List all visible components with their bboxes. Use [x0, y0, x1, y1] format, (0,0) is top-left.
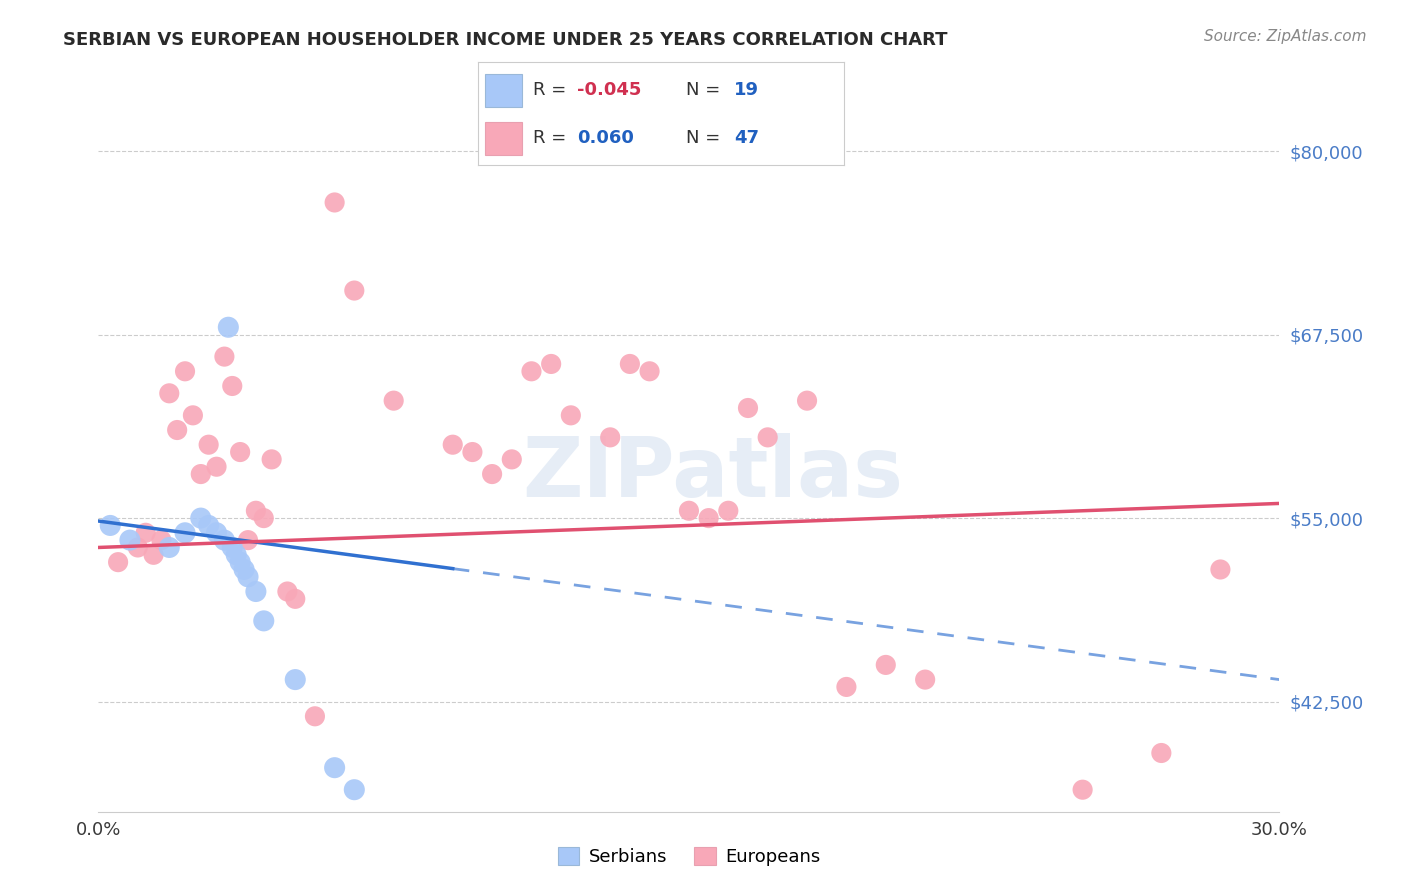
- Point: [166, 423, 188, 437]
- Point: [98, 518, 121, 533]
- FancyBboxPatch shape: [485, 122, 522, 155]
- Point: [135, 525, 157, 540]
- Point: [157, 386, 180, 401]
- Point: [214, 350, 236, 364]
- Point: [233, 562, 256, 576]
- Point: [1150, 746, 1173, 760]
- Text: 0.060: 0.060: [576, 129, 634, 147]
- Text: -0.045: -0.045: [576, 81, 641, 99]
- Point: [205, 525, 228, 540]
- Point: [107, 555, 129, 569]
- Point: [190, 511, 212, 525]
- Point: [229, 555, 252, 569]
- Point: [619, 357, 641, 371]
- Point: [304, 709, 326, 723]
- Point: [142, 548, 165, 562]
- Point: [245, 584, 267, 599]
- Point: [245, 504, 267, 518]
- Point: [197, 438, 219, 452]
- Point: [441, 438, 464, 452]
- Point: [796, 393, 818, 408]
- Point: [221, 379, 243, 393]
- Point: [253, 511, 276, 525]
- FancyBboxPatch shape: [485, 74, 522, 106]
- Text: N =: N =: [686, 129, 727, 147]
- Point: [756, 430, 779, 444]
- Point: [638, 364, 661, 378]
- Text: R =: R =: [533, 81, 572, 99]
- Point: [253, 614, 276, 628]
- Point: [197, 518, 219, 533]
- Point: [174, 364, 197, 378]
- Point: [205, 459, 228, 474]
- Point: [697, 511, 720, 525]
- Point: [501, 452, 523, 467]
- Point: [599, 430, 621, 444]
- Text: Source: ZipAtlas.com: Source: ZipAtlas.com: [1204, 29, 1367, 44]
- Point: [343, 782, 366, 797]
- Point: [717, 504, 740, 518]
- Point: [217, 320, 239, 334]
- Point: [157, 541, 180, 555]
- Point: [221, 541, 243, 555]
- Point: [520, 364, 543, 378]
- Text: 47: 47: [734, 129, 759, 147]
- Point: [276, 584, 298, 599]
- Point: [540, 357, 562, 371]
- Point: [127, 541, 149, 555]
- Point: [260, 452, 283, 467]
- Point: [343, 284, 366, 298]
- Point: [284, 673, 307, 687]
- Point: [382, 393, 405, 408]
- Point: [1071, 782, 1094, 797]
- Point: [229, 445, 252, 459]
- Legend: Serbians, Europeans: Serbians, Europeans: [551, 839, 827, 873]
- Text: 19: 19: [734, 81, 759, 99]
- Point: [481, 467, 503, 481]
- Point: [323, 761, 346, 775]
- Point: [174, 525, 197, 540]
- Point: [560, 409, 582, 423]
- Point: [150, 533, 173, 548]
- Point: [181, 409, 204, 423]
- Point: [835, 680, 858, 694]
- Point: [1209, 562, 1232, 576]
- Point: [461, 445, 484, 459]
- Point: [737, 401, 759, 415]
- Point: [678, 504, 700, 518]
- Text: N =: N =: [686, 81, 727, 99]
- Point: [190, 467, 212, 481]
- Point: [236, 570, 259, 584]
- Point: [284, 591, 307, 606]
- Point: [214, 533, 236, 548]
- Text: SERBIAN VS EUROPEAN HOUSEHOLDER INCOME UNDER 25 YEARS CORRELATION CHART: SERBIAN VS EUROPEAN HOUSEHOLDER INCOME U…: [63, 31, 948, 49]
- Text: R =: R =: [533, 129, 572, 147]
- Text: ZIPatlas: ZIPatlas: [522, 433, 903, 514]
- Point: [118, 533, 141, 548]
- Point: [914, 673, 936, 687]
- Point: [875, 657, 897, 672]
- Point: [225, 548, 247, 562]
- Point: [323, 195, 346, 210]
- Point: [236, 533, 259, 548]
